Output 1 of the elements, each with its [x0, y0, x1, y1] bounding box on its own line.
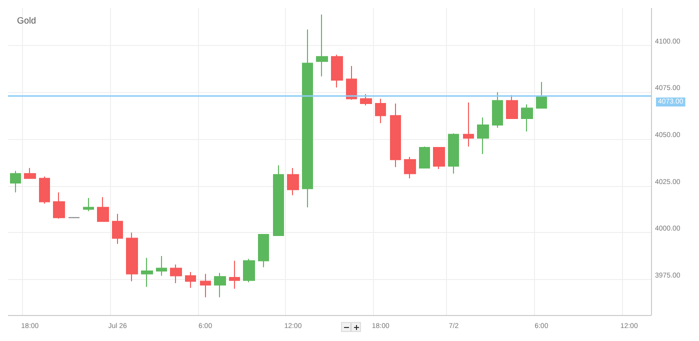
- text: Gold: [17, 16, 36, 26]
